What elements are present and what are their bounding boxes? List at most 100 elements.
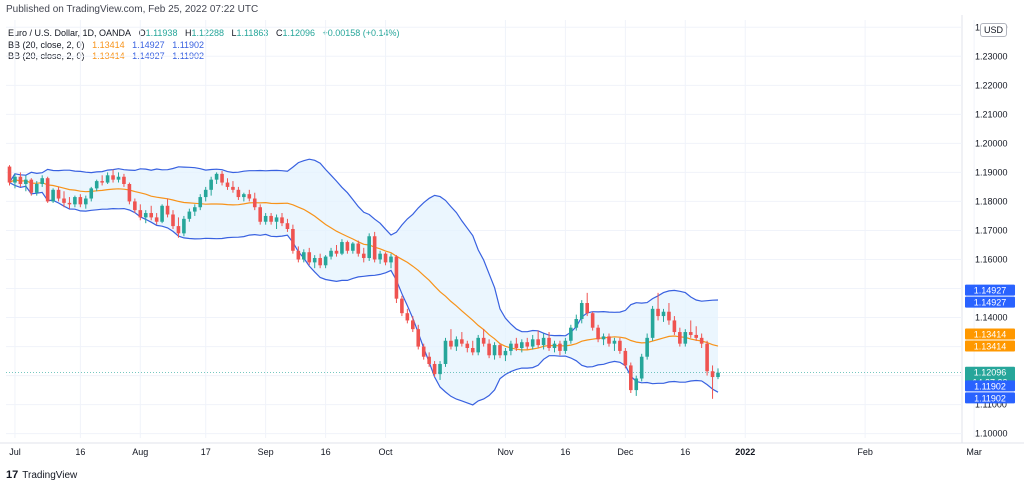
candle-body <box>269 215 273 222</box>
candle-body <box>291 229 295 251</box>
candle-body <box>94 181 99 189</box>
candle-body <box>503 350 508 356</box>
candle-body <box>198 197 203 208</box>
upper-label-2-bg <box>965 296 1015 308</box>
candle-body <box>400 298 404 314</box>
candle-body <box>492 345 497 356</box>
candle-body <box>367 236 371 259</box>
candle-body <box>443 340 448 364</box>
lower-label-1-text: 1.11902 <box>974 381 1006 391</box>
candle-body <box>51 189 55 202</box>
x-tick-label: Mar <box>966 447 982 457</box>
candle-body <box>105 175 110 183</box>
y-tick-label: 1.18000 <box>975 196 1008 206</box>
bb-lower-line <box>9 182 719 406</box>
candle-body <box>552 343 557 349</box>
ohlc-high: H1.12288 <box>185 28 224 38</box>
candle-body <box>252 198 257 208</box>
x-tick-label: 2022 <box>735 447 755 457</box>
basis-label-1-text: 1.13414 <box>974 330 1007 340</box>
candle-body <box>154 217 159 222</box>
published-note: Published on TradingView.com, Feb 25, 20… <box>6 4 259 15</box>
candle-body <box>449 340 453 347</box>
candle-body <box>416 329 421 347</box>
band-area <box>9 159 718 405</box>
candle-body <box>203 189 208 198</box>
candle-body <box>220 173 224 183</box>
candle-body <box>13 176 17 183</box>
candle-body <box>334 250 339 254</box>
bb-upper-line <box>8 158 719 337</box>
candle-body <box>661 311 666 317</box>
candle-body <box>193 207 197 212</box>
candle-body <box>383 253 388 263</box>
basis-label-2-text: 1.13414 <box>974 342 1007 352</box>
candle-body <box>100 181 104 183</box>
low-value: 1.11863 <box>236 28 269 38</box>
candle-body <box>378 253 382 260</box>
basis-label-2-bg <box>965 340 1015 352</box>
candle-body <box>525 342 530 347</box>
y-tick-label: 1.16000 <box>975 254 1008 264</box>
x-tick-label: 16 <box>321 447 331 457</box>
lower-label-2-bg <box>965 392 1015 404</box>
candle-body <box>645 337 649 357</box>
x-tick-label: Nov <box>497 447 514 457</box>
candle-body <box>329 250 333 257</box>
candle-body <box>699 337 704 344</box>
candle-body <box>476 337 480 353</box>
candle-body <box>312 258 317 263</box>
candle-body <box>579 303 584 319</box>
y-tick-label: 1.19000 <box>975 167 1008 177</box>
y-tick-label: 1.17000 <box>975 225 1008 235</box>
candle-body <box>165 205 170 215</box>
bb-legend-1[interactable]: BB (20, close, 2, 0) 1.13414 1.14927 1.1… <box>8 40 209 50</box>
candle-body <box>89 188 94 199</box>
candle-body <box>596 327 600 340</box>
x-tick-label: Feb <box>857 447 873 457</box>
tradingview-logo-text: TradingView <box>22 469 78 481</box>
candle-body <box>263 215 268 222</box>
candles[interactable] <box>7 165 720 399</box>
candle-body <box>405 313 410 321</box>
candle-body <box>225 182 230 187</box>
ohlc-close: C1.12096 <box>276 28 315 38</box>
currency-button[interactable]: USD <box>980 23 1008 37</box>
change-value: +0.00158 (+0.14%) <box>322 28 400 38</box>
candle-body <box>481 337 486 344</box>
tradingview-mark-icon: 17 <box>6 469 19 481</box>
candle-body <box>143 213 148 218</box>
candle-body <box>509 343 513 351</box>
candle-body <box>470 348 475 353</box>
candle-body <box>182 218 186 234</box>
candle-body <box>127 184 132 202</box>
candle-body <box>612 340 617 344</box>
open-label: O <box>138 28 146 38</box>
candle-body <box>563 340 568 351</box>
bb-basis-value: 1.13414 <box>92 40 125 50</box>
candle-body <box>356 243 361 254</box>
price-labels: 1.149271.149271.134141.134141.1209614:37… <box>965 284 1015 404</box>
candle-body <box>67 202 72 205</box>
candle-body <box>122 176 126 185</box>
candle-body <box>411 320 415 330</box>
candle-body <box>569 327 573 341</box>
candle-body <box>372 236 377 260</box>
upper-label-1-text: 1.14927 <box>974 286 1007 296</box>
candle-body <box>672 320 677 333</box>
candle-body <box>656 308 660 317</box>
candle-body <box>236 189 241 198</box>
open-value: 1.11938 <box>145 28 178 38</box>
candle-body <box>547 337 551 349</box>
time-axis[interactable]: Jul 16 Aug 17 Sep 16 Oct Nov 16 Dec 16 2022 Feb Mar <box>9 447 982 457</box>
candle-body <box>705 343 709 372</box>
candle-body <box>574 318 579 328</box>
symbol-legend[interactable]: Euro / U.S. Dollar, 1D, OANDA O1.11938 H… <box>8 28 405 38</box>
tradingview-logo[interactable]: 17 TradingView <box>6 469 77 481</box>
x-tick-label: 17 <box>201 447 211 457</box>
low-label: L <box>231 28 237 38</box>
candle-body <box>694 334 698 338</box>
x-tick-label: Sep <box>258 447 274 457</box>
ohlc-low: L1.11863 <box>232 28 269 38</box>
